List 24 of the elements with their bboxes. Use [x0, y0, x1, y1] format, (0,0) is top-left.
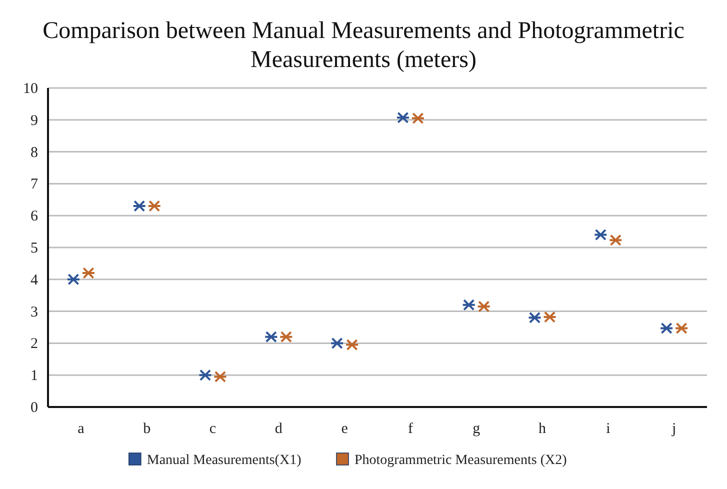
y-tick-label: 10 — [23, 81, 38, 97]
y-tick-label: 9 — [30, 112, 38, 129]
y-tick-label: 0 — [30, 400, 38, 416]
y-tick-label: 6 — [30, 208, 38, 225]
y-tick-label: 4 — [30, 272, 38, 288]
x-tick-label: f — [408, 421, 413, 437]
y-tick-label: 2 — [30, 336, 38, 352]
legend-label: Photogrammetric Measurements (X2) — [354, 453, 568, 468]
x-tick-label: g — [472, 421, 481, 437]
x-tick-label: e — [341, 421, 348, 437]
y-tick-label: 5 — [30, 240, 38, 256]
y-tick-label: 3 — [30, 304, 38, 320]
chart-title: Comparison between Manual Measurements and Photogrammetric Measurements (meters) — [42, 18, 684, 73]
x-tick-label: j — [670, 421, 676, 437]
y-tick-label: 1 — [30, 368, 38, 384]
y-tick-label: 8 — [30, 144, 38, 161]
x-tick-label: a — [78, 421, 85, 437]
y-tick-label: 7 — [30, 176, 38, 193]
x-tick-label: i — [606, 421, 610, 437]
x-tick-label: h — [538, 421, 546, 437]
legend-label: Manual Measurements(X1) — [146, 453, 302, 468]
x-tick-label: b — [143, 421, 151, 437]
x-tick-label: d — [274, 421, 283, 437]
x-tick-label: c — [209, 421, 216, 437]
